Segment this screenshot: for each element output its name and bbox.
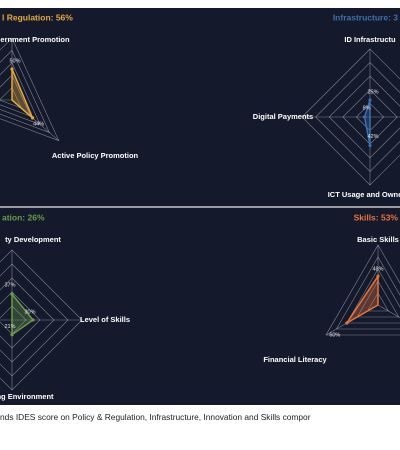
caption: nds IDES score on Policy & Regulation, I… (0, 412, 311, 422)
value-label: 30% (24, 309, 35, 315)
chart-title: Skills: 53% (354, 212, 399, 222)
value-label: 48% (372, 267, 383, 273)
axis-label: ICT Usage and Owne (328, 190, 400, 199)
grid-ring (0, 74, 32, 117)
axis-label: Financial Literacy (263, 355, 327, 364)
data-area (346, 273, 379, 324)
axis-label: Level of Skills (80, 315, 130, 324)
grid-ring (325, 244, 400, 336)
value-label: 25% (367, 89, 378, 95)
value-label: 21% (4, 324, 15, 330)
value-label: 8% (363, 105, 371, 111)
axis-label: Basic Skills (357, 235, 399, 244)
axis-label: ernment Promotion (0, 35, 70, 44)
data-point (368, 143, 372, 148)
data-point (368, 98, 372, 102)
grid-ring (367, 292, 389, 312)
value-label: 44% (33, 121, 44, 127)
axis-label: ty Development (5, 235, 61, 244)
value-label: 42% (367, 134, 378, 140)
data-point (31, 318, 35, 322)
axis-label: ID Infrastructu (344, 35, 396, 44)
chart-title: ation: 26% (2, 212, 45, 222)
grid-ring (0, 62, 41, 125)
axis-label: Active Policy Promotion (52, 151, 139, 160)
chart-title: Infrastructure: 3 (333, 12, 398, 22)
data-point (10, 333, 14, 337)
grid-ring (335, 256, 400, 330)
axis-spoke (377, 304, 400, 319)
value-label: 37% (4, 283, 15, 289)
data-point (345, 321, 349, 325)
chart-title: l Regulation: 56% (2, 12, 73, 22)
grid-ring (356, 280, 400, 318)
axis-label: Digital Payments (253, 112, 313, 121)
data-point (30, 116, 35, 120)
value-label: 60% (329, 332, 340, 338)
data-point (10, 292, 14, 296)
data-point (362, 115, 367, 119)
grid-ring (346, 268, 400, 324)
data-point (10, 67, 14, 71)
grid-ring (0, 49, 51, 134)
data-point (376, 274, 380, 278)
axis-label: ng Environment (0, 392, 54, 401)
grid-ring (0, 87, 22, 109)
data-area (11, 68, 34, 119)
value-label: 50% (9, 58, 20, 64)
grid-ring (0, 37, 60, 142)
